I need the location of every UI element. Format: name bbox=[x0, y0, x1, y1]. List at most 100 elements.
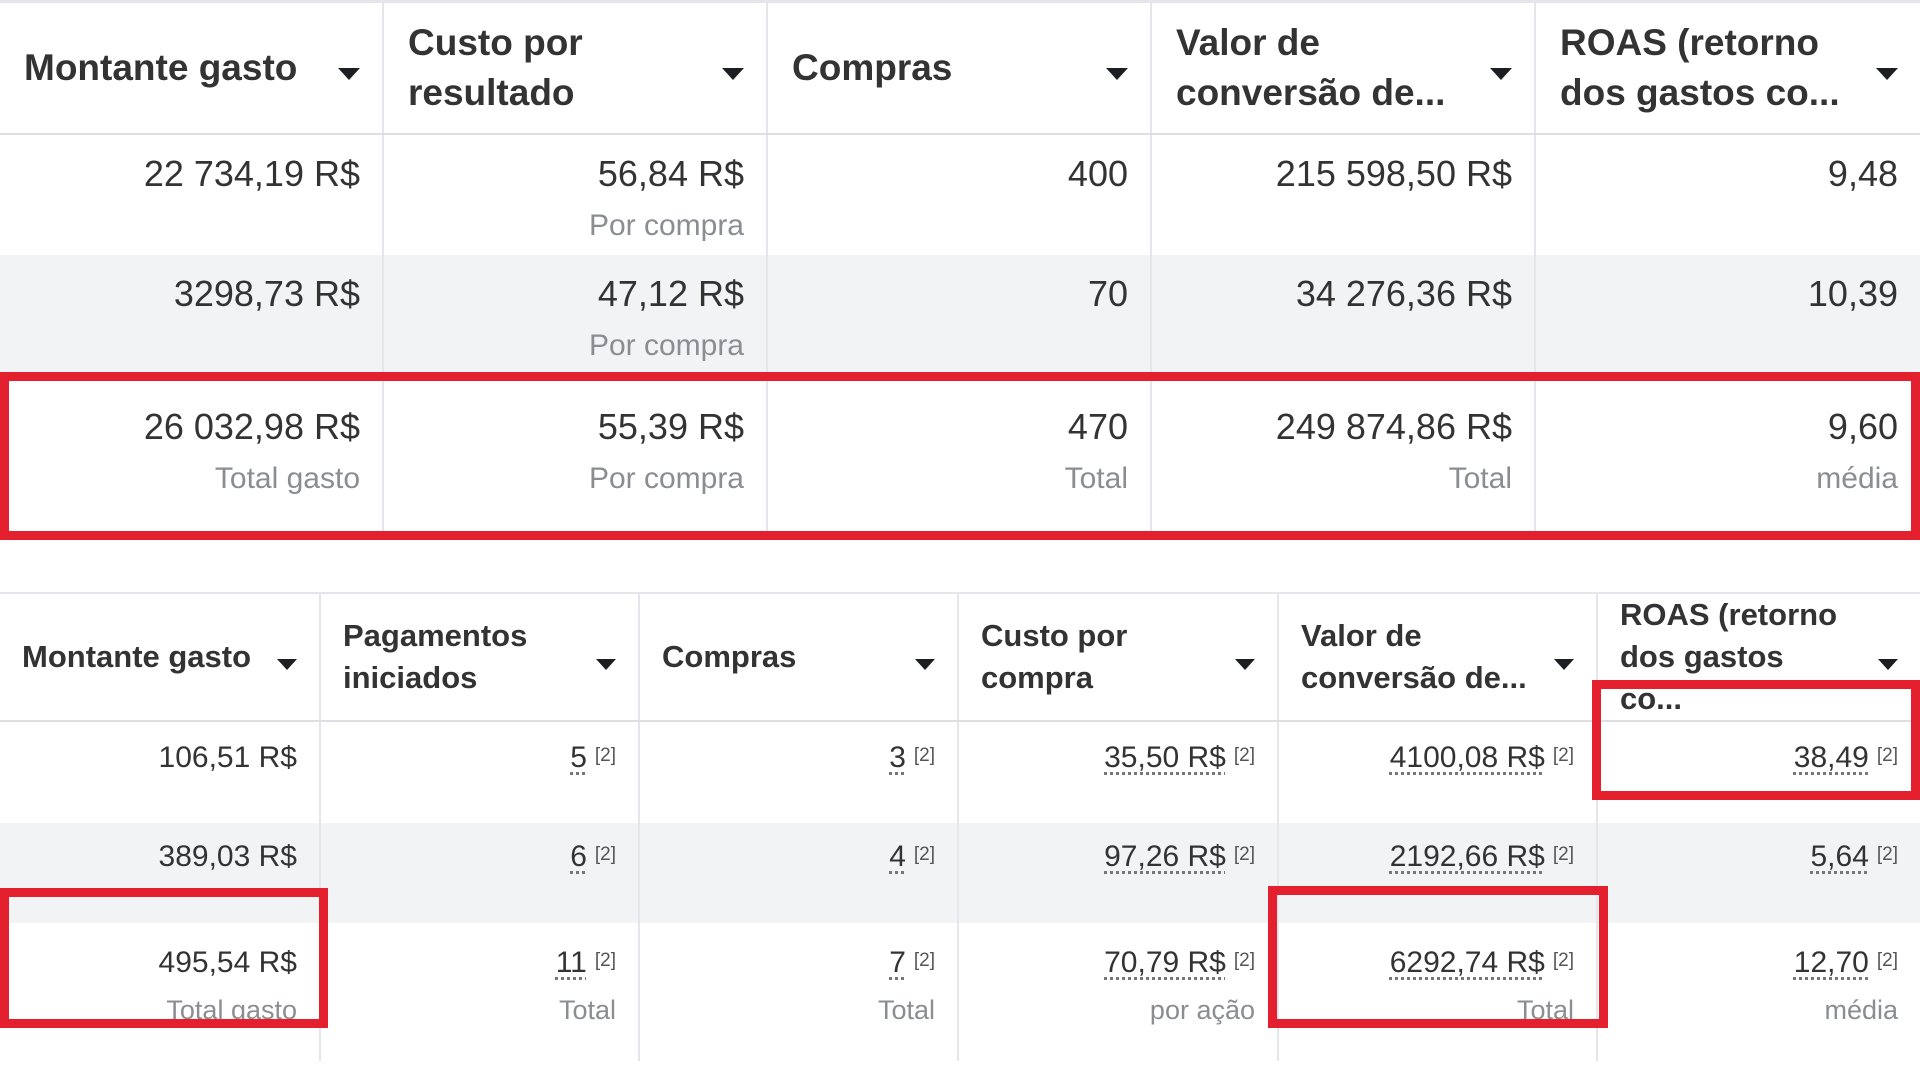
cell-value: 9,60 bbox=[1827, 405, 1898, 447]
cell-cost-per-result-total: 55,39 R$ Por compra bbox=[383, 375, 768, 534]
cell-value: 34 276,36 R$ bbox=[1295, 272, 1512, 314]
cell-value-link[interactable]: 4 bbox=[889, 840, 906, 873]
cell-value-link[interactable]: 12,70 bbox=[1793, 946, 1869, 979]
table-row: 22 734,19 R$ 56,84 R$ Por compra 400 215 … bbox=[0, 133, 1920, 255]
column-header-cost-per-purchase[interactable]: Custo por compra bbox=[958, 592, 1279, 722]
cell-value-link[interactable]: 7 bbox=[889, 946, 906, 979]
caret-down-icon[interactable] bbox=[277, 659, 297, 670]
cell-value: 47,12 R$ bbox=[597, 272, 744, 314]
cell-value: 389,03 R$ bbox=[158, 840, 297, 873]
table-summary-row: 26 032,98 R$ Total gasto 55,39 R$ Por comp… bbox=[0, 375, 1920, 534]
cell-value: 70 bbox=[1087, 272, 1128, 314]
table-row: 106,51 R$ 5 [2] 3 [2] 35,50 R$ [2] 4100,08 … bbox=[0, 721, 1920, 823]
cell-value-link[interactable]: 11 bbox=[555, 946, 587, 979]
table-row: 3298,73 R$ 47,12 R$ Por compra 70 34 276,… bbox=[0, 254, 1920, 376]
footnote-ref: [2] bbox=[1552, 744, 1574, 766]
cell-purchases: 70 bbox=[767, 254, 1152, 376]
footnote-ref: [2] bbox=[594, 843, 616, 865]
caret-down-icon[interactable] bbox=[1878, 659, 1898, 670]
column-header-roas[interactable]: ROAS (retorno dos gastos co... bbox=[1597, 592, 1920, 722]
column-header-conversion-value[interactable]: Valor de conversão de... bbox=[1151, 0, 1536, 135]
cell-value: 249 874,86 R$ bbox=[1275, 405, 1512, 447]
cell-amount-spent: 389,03 R$ bbox=[0, 823, 321, 923]
column-header-payments-initiated[interactable]: Pagamentos iniciados bbox=[320, 592, 640, 722]
column-header-label: Compras bbox=[792, 46, 953, 88]
column-header-amount-spent[interactable]: Montante gasto bbox=[0, 592, 321, 722]
cell-conversion-value-total: 249 874,86 R$ Total bbox=[1151, 375, 1536, 534]
cell-cost-per-result: 47,12 R$ Por compra bbox=[383, 254, 768, 376]
footnote-ref: [2] bbox=[1876, 949, 1898, 971]
cell-sublabel: Total gasto bbox=[214, 461, 360, 495]
table-row: 389,03 R$ 6 [2] 4 [2] 97,26 R$ [2] 2192,66 … bbox=[0, 823, 1920, 923]
cell-conversion-value-total: 6292,74 R$ [2] Total bbox=[1278, 923, 1598, 1061]
cell-conversion-value: 2192,66 R$ [2] bbox=[1278, 823, 1598, 923]
column-header-cost-per-result[interactable]: Custo por resultado bbox=[383, 0, 768, 135]
footnote-ref: [2] bbox=[1233, 949, 1255, 971]
cell-sublabel: média bbox=[1816, 461, 1898, 495]
cell-value-link[interactable]: 5,64 bbox=[1810, 840, 1869, 873]
cell-value-link[interactable]: 2192,66 R$ bbox=[1389, 840, 1545, 873]
table-summary-row: 495,54 R$ Total gasto 11 [2] Total 7 [2] Tota… bbox=[0, 923, 1920, 1061]
footnote-ref: [2] bbox=[594, 744, 616, 766]
column-header-purchases[interactable]: Compras bbox=[767, 0, 1152, 135]
caret-down-icon[interactable] bbox=[596, 659, 616, 670]
column-header-conversion-value[interactable]: Valor de conversão de... bbox=[1278, 592, 1598, 722]
cell-value: 56,84 R$ bbox=[597, 152, 744, 194]
cell-value-link[interactable]: 97,26 R$ bbox=[1104, 840, 1226, 873]
cell-roas-average: 12,70 [2] média bbox=[1597, 923, 1920, 1061]
cell-sublabel: média bbox=[1824, 995, 1898, 1025]
cell-value: 495,54 R$ bbox=[158, 946, 297, 979]
cell-purchases: 400 bbox=[767, 133, 1152, 255]
footnote-ref: [2] bbox=[594, 949, 616, 971]
cell-value-link[interactable]: 38,49 bbox=[1793, 741, 1869, 774]
cell-purchases-total: 7 [2] Total bbox=[639, 923, 959, 1061]
cell-value-link[interactable]: 70,79 R$ bbox=[1104, 946, 1226, 979]
cell-payments-initiated: 6 [2] bbox=[320, 823, 640, 923]
caret-down-icon[interactable] bbox=[1490, 67, 1512, 80]
cell-value: 215 598,50 R$ bbox=[1275, 152, 1512, 194]
cell-value: 3298,73 R$ bbox=[173, 272, 360, 314]
cell-cost-per-purchase: 35,50 R$ [2] bbox=[958, 721, 1279, 823]
ads-metrics-table-top: Montante gasto Custo por resultado Compr… bbox=[0, 0, 1920, 534]
caret-down-icon[interactable] bbox=[338, 67, 360, 80]
cell-amount-spent: 22 734,19 R$ bbox=[0, 133, 384, 255]
caret-down-icon[interactable] bbox=[1106, 67, 1128, 80]
footnote-ref: [2] bbox=[913, 843, 935, 865]
cell-value-link[interactable]: 35,50 R$ bbox=[1104, 741, 1226, 774]
caret-down-icon[interactable] bbox=[1554, 659, 1574, 670]
cell-amount-spent: 106,51 R$ bbox=[0, 721, 321, 823]
cell-value: 22 734,19 R$ bbox=[143, 152, 360, 194]
column-header-roas[interactable]: ROAS (retorno dos gastos co... bbox=[1535, 0, 1920, 135]
cell-sublabel: Por compra bbox=[588, 208, 744, 242]
cell-value-link[interactable]: 6292,74 R$ bbox=[1389, 946, 1545, 979]
footnote-ref: [2] bbox=[913, 744, 935, 766]
cell-purchases-total: 470 Total bbox=[767, 375, 1152, 534]
cell-value-link[interactable]: 6 bbox=[570, 840, 587, 873]
cell-purchases: 3 [2] bbox=[639, 721, 959, 823]
cell-sublabel: Por compra bbox=[588, 328, 744, 362]
cell-value: 26 032,98 R$ bbox=[143, 405, 360, 447]
column-header-label: Custo por compra bbox=[981, 618, 1128, 695]
column-header-label: Montante gasto bbox=[24, 46, 298, 88]
cell-value-link[interactable]: 5 bbox=[570, 741, 587, 774]
caret-down-icon[interactable] bbox=[915, 659, 935, 670]
cell-sublabel: Total bbox=[558, 995, 616, 1025]
caret-down-icon[interactable] bbox=[1876, 67, 1898, 80]
cell-amount-spent: 3298,73 R$ bbox=[0, 254, 384, 376]
cell-value-link[interactable]: 3 bbox=[889, 741, 906, 774]
column-header-purchases[interactable]: Compras bbox=[639, 592, 959, 722]
footnote-ref: [2] bbox=[1552, 949, 1574, 971]
cell-sublabel: por ação bbox=[1149, 995, 1255, 1025]
cell-value-link[interactable]: 4100,08 R$ bbox=[1389, 741, 1545, 774]
caret-down-icon[interactable] bbox=[722, 67, 744, 80]
cell-sublabel: Total gasto bbox=[166, 995, 297, 1025]
column-header-amount-spent[interactable]: Montante gasto bbox=[0, 0, 384, 135]
caret-down-icon[interactable] bbox=[1235, 659, 1255, 670]
cell-cost-per-result: 56,84 R$ Por compra bbox=[383, 133, 768, 255]
cell-purchases: 4 [2] bbox=[639, 823, 959, 923]
footnote-ref: [2] bbox=[913, 949, 935, 971]
cell-roas: 9,48 bbox=[1535, 133, 1920, 255]
cell-sublabel: Total bbox=[1064, 461, 1128, 495]
column-header-label: Montante gasto bbox=[22, 639, 252, 674]
cell-amount-spent-total: 26 032,98 R$ Total gasto bbox=[0, 375, 384, 534]
